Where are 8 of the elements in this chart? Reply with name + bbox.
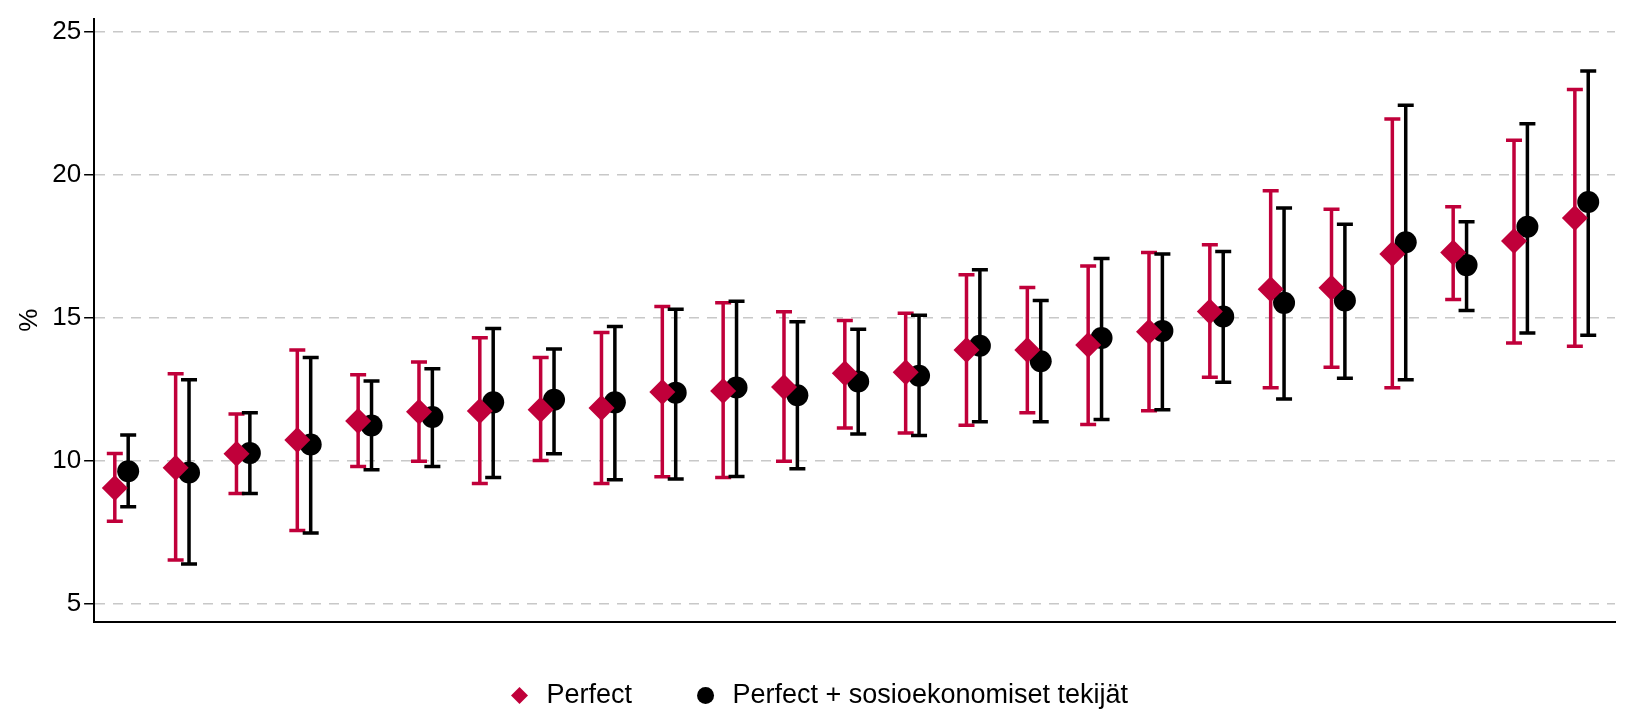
y-tick-label: 15 [52, 300, 82, 331]
y-tick-label: 20 [52, 157, 82, 188]
legend-label: Perfect + sosioekonomiset tekijät [732, 678, 1129, 709]
y-axis-title: % [12, 308, 43, 332]
y-tick-label: 10 [52, 443, 82, 474]
y-tick-label: 5 [66, 586, 82, 617]
legend-label: Perfect [546, 678, 633, 709]
y-tick-label: 25 [52, 14, 82, 45]
